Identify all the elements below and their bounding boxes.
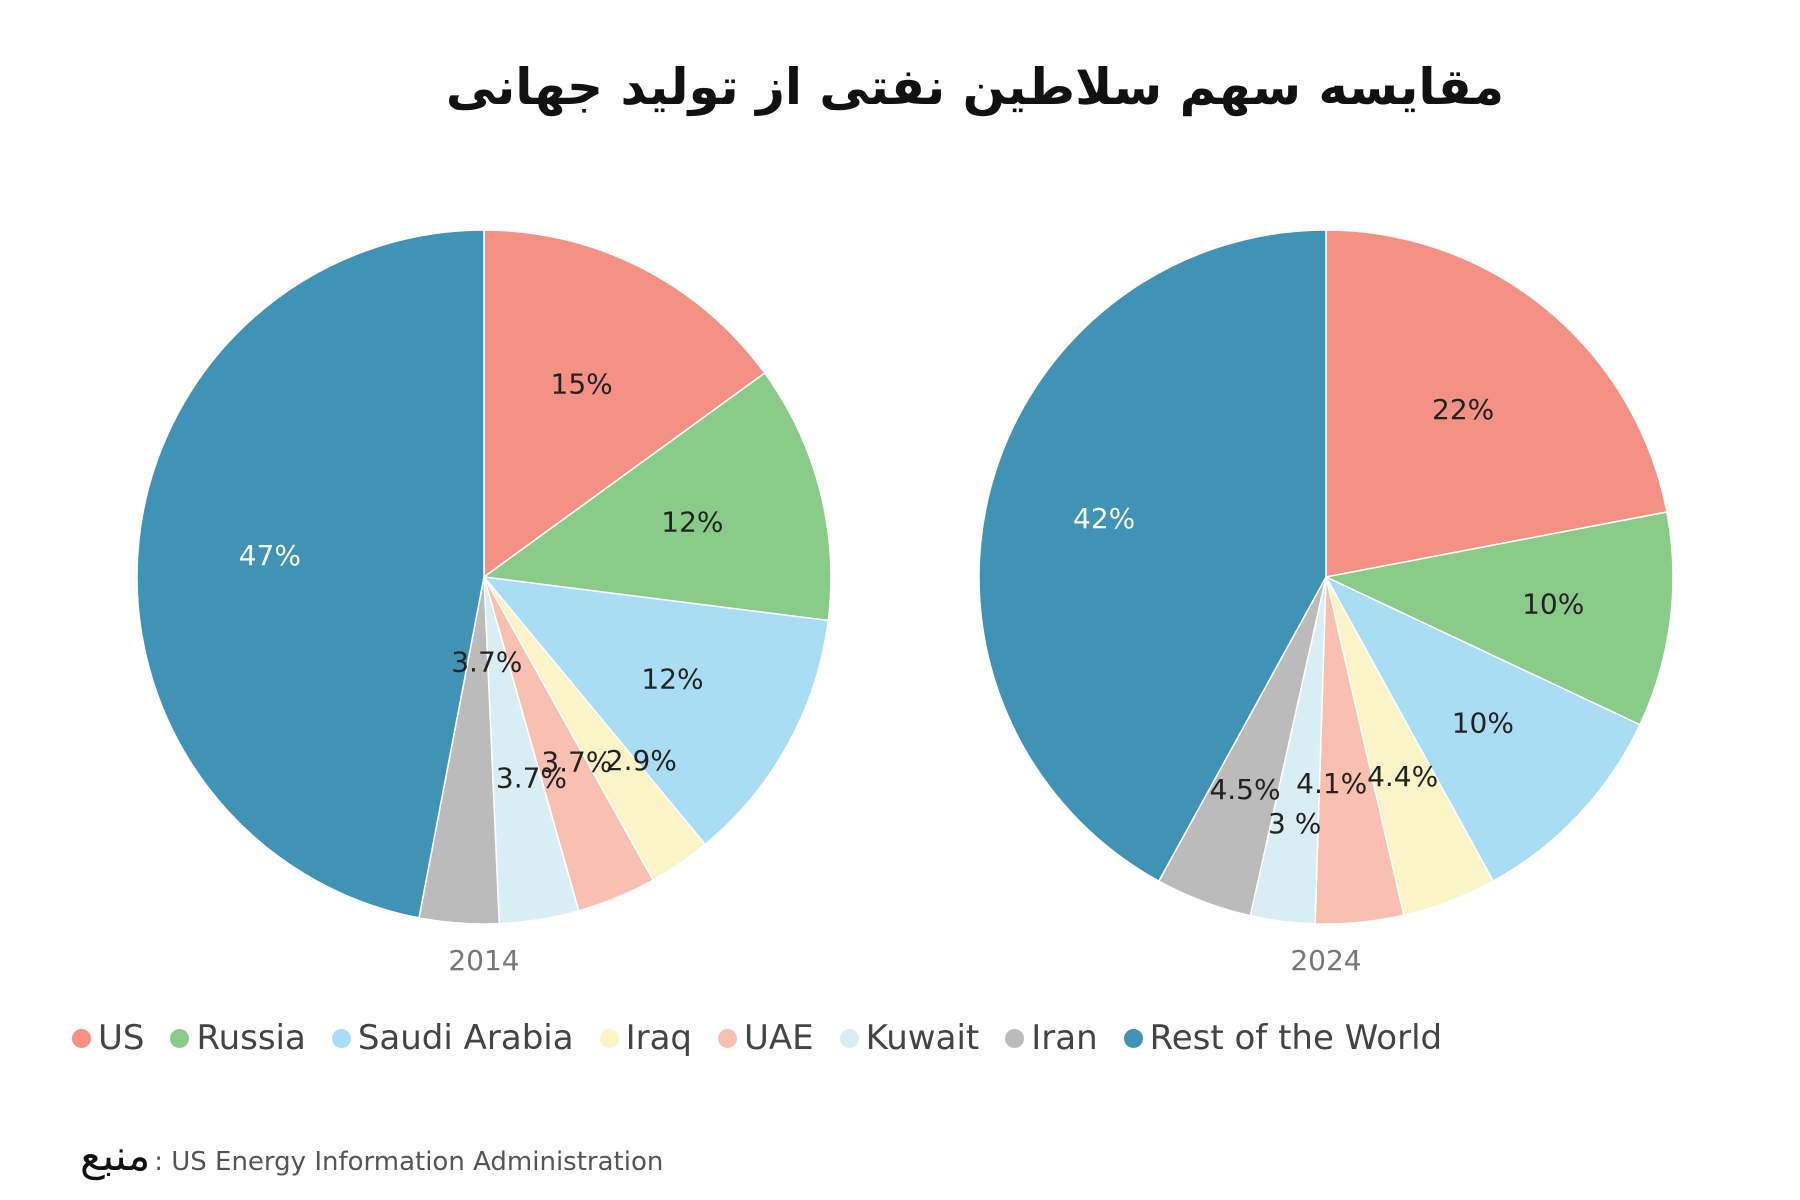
slice-label: 3.7% bbox=[451, 646, 522, 679]
legend-swatch bbox=[718, 1028, 738, 1048]
legend-swatch bbox=[1005, 1028, 1025, 1048]
legend-label: US bbox=[98, 1018, 145, 1058]
legend-item: Rest of the World bbox=[1123, 1018, 1443, 1058]
legend-label: UAE bbox=[744, 1018, 814, 1058]
slice-label: 4.4% bbox=[1367, 760, 1438, 793]
pie-2014: 15%12%12%2.9%3.7%3.7%3.7%47% bbox=[136, 229, 832, 925]
slice-label: 10% bbox=[1452, 706, 1514, 739]
chart-title: مقایسه سهم سلاطین نفتی از تولید جهانی bbox=[445, 58, 1505, 116]
legend-item: UAE bbox=[718, 1018, 814, 1058]
slice-label: 3.7% bbox=[496, 762, 567, 795]
source-text: : US Energy Information Administration bbox=[154, 1147, 664, 1177]
slice-label: 42% bbox=[1073, 502, 1135, 535]
legend-label: Saudi Arabia bbox=[357, 1018, 574, 1058]
slice-label: 22% bbox=[1432, 393, 1494, 426]
pie-charts: 15%12%12%2.9%3.7%3.7%3.7%47%201422%10%10… bbox=[136, 229, 1674, 977]
slice-label: 47% bbox=[239, 539, 301, 572]
legend-item: Iran bbox=[1005, 1018, 1098, 1058]
pie-slice bbox=[1324, 575, 1641, 883]
pie-slice bbox=[482, 576, 830, 846]
legend: US Russia Saudi Arabia Iraq UAE Kuwait Iran Res… bbox=[72, 1018, 1468, 1058]
legend-swatch bbox=[331, 1028, 351, 1048]
legend-swatch bbox=[170, 1028, 190, 1048]
pie-slice bbox=[1323, 511, 1674, 726]
slice-label: 12% bbox=[661, 505, 723, 538]
legend-item: Russia bbox=[170, 1018, 306, 1058]
slice-label: 15% bbox=[551, 367, 613, 400]
pie-slice bbox=[482, 371, 832, 622]
pie-slice bbox=[136, 229, 485, 919]
year-label: 2014 bbox=[448, 944, 519, 977]
legend-swatch bbox=[599, 1028, 619, 1048]
slice-label: 10% bbox=[1522, 588, 1584, 621]
year-label: 2024 bbox=[1290, 944, 1361, 977]
slice-label: 2.9% bbox=[606, 744, 677, 777]
legend-item: Kuwait bbox=[839, 1018, 980, 1058]
slice-label: 4.5% bbox=[1209, 773, 1280, 806]
legend-swatch bbox=[1123, 1028, 1143, 1048]
legend-label: Iran bbox=[1031, 1018, 1098, 1058]
legend-label: Kuwait bbox=[865, 1018, 980, 1058]
legend-item: Saudi Arabia bbox=[331, 1018, 574, 1058]
pie-slice bbox=[483, 229, 766, 579]
slice-label: 12% bbox=[641, 663, 703, 696]
legend-label: Rest of the World bbox=[1149, 1018, 1443, 1058]
slice-label: 3.7% bbox=[541, 745, 612, 778]
legend-swatch bbox=[839, 1028, 859, 1048]
pie-slice bbox=[978, 229, 1327, 883]
legend-label: Russia bbox=[196, 1018, 306, 1058]
legend-item: Iraq bbox=[599, 1018, 693, 1058]
source-note: منبع : US Energy Information Administrat… bbox=[80, 1131, 664, 1180]
legend-label: Iraq bbox=[625, 1018, 693, 1058]
slice-label: 4.1% bbox=[1296, 767, 1367, 800]
source-label: منبع bbox=[80, 1131, 151, 1180]
legend-swatch bbox=[72, 1028, 91, 1048]
legend-item: US bbox=[72, 1018, 144, 1058]
slice-label: 3 % bbox=[1268, 807, 1321, 840]
pie-2024: 22% 10% 10% 4.4%4.1% 3 %4.5% 42% bbox=[978, 229, 1674, 925]
pie-slice bbox=[1325, 229, 1668, 578]
